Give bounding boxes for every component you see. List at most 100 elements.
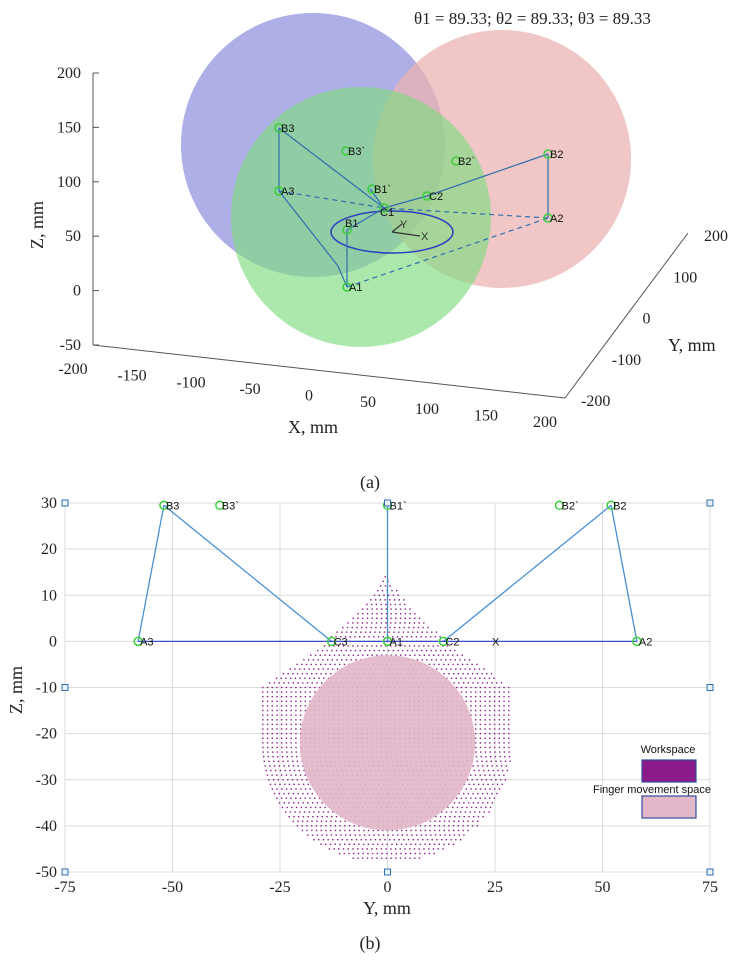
workspace-dot (503, 714, 505, 716)
workspace-dot (384, 585, 387, 587)
workspace-dot (373, 594, 376, 596)
finger-movement-space (299, 655, 476, 831)
workspace-dot (474, 797, 477, 799)
workspace-dot (467, 820, 469, 822)
y-axis-line (564, 232, 689, 399)
workspace-dot (282, 760, 284, 762)
workspace-dot (262, 719, 264, 721)
workspace-dot (503, 709, 505, 712)
workspace-dot (401, 834, 404, 836)
workspace-dot (358, 825, 360, 827)
selection-handles[interactable] (61, 499, 714, 876)
workspace-dot (466, 806, 468, 809)
y-axis-label: Y, mm (668, 335, 716, 355)
resize-handle[interactable] (384, 868, 391, 876)
workspace-dot (498, 723, 500, 726)
workspace-dot (317, 668, 320, 670)
workspace-dot (371, 848, 373, 850)
workspace-dot (476, 820, 479, 822)
workspace-dot (278, 682, 280, 684)
workspace-dot (484, 728, 486, 730)
resize-handle[interactable] (61, 684, 69, 691)
workspace-dot (377, 829, 379, 832)
workspace-dot (493, 797, 496, 799)
resize-handle[interactable] (61, 868, 69, 876)
workspace-dot (362, 654, 364, 656)
workspace-dot (340, 649, 343, 652)
resize-handle[interactable] (706, 868, 714, 876)
z-tick-label: -50 (60, 337, 81, 354)
workspace-dot (480, 779, 483, 781)
axis-letter-x: X (421, 231, 429, 243)
workspace-dot (414, 654, 416, 656)
workspace-dot (304, 705, 307, 707)
resize-handle[interactable] (61, 499, 69, 507)
workspace-dot (324, 663, 327, 666)
workspace-dot (393, 631, 395, 633)
resize-handle[interactable] (706, 684, 714, 691)
workspace-dot (443, 843, 445, 846)
workspace-dot (508, 723, 510, 726)
workspace-dot (290, 751, 293, 753)
workspace-dot (299, 811, 301, 813)
workspace-dot (498, 714, 500, 716)
workspace-dot (442, 848, 444, 850)
workspace-dot (262, 705, 264, 707)
workspace-dot (508, 709, 510, 712)
workspace-dot (500, 765, 503, 767)
workspace-dot (474, 728, 477, 730)
workspace-dot (475, 755, 478, 758)
workspace-dot (286, 755, 288, 758)
workspace-dot (504, 760, 507, 762)
workspace-dot (302, 792, 304, 795)
workspace-dot (423, 852, 426, 855)
workspace-dot (269, 783, 272, 786)
workspace-dot (390, 613, 392, 615)
resize-handle[interactable] (384, 499, 391, 507)
workspace-dot (378, 649, 380, 652)
workspace-dot (287, 779, 289, 781)
workspace-dot (290, 705, 292, 707)
base-ellipse (330, 210, 454, 254)
workspace-dot (266, 696, 269, 698)
workspace-dot (288, 792, 290, 795)
workspace-dot (376, 608, 378, 610)
workspace-dot (304, 774, 306, 776)
workspace-dot (475, 746, 477, 749)
workspace-dot (469, 811, 471, 813)
workspace-dot (276, 774, 278, 776)
workspace-dot (353, 825, 355, 827)
workspace-dot (421, 631, 423, 633)
workspace-dot (332, 668, 334, 670)
workspace-dot (304, 700, 307, 703)
workspace-dot (439, 649, 442, 652)
workspace-dot (498, 742, 500, 744)
resize-handle[interactable] (706, 499, 714, 507)
workspace-dot (467, 825, 469, 827)
workspace-dot (462, 682, 465, 684)
workspace-dot (290, 737, 292, 739)
workspace-dot (465, 797, 467, 799)
workspace-dot (320, 672, 322, 675)
point-marker (543, 149, 553, 159)
workspace-dot (320, 663, 322, 666)
workspace-dot (286, 751, 288, 753)
workspace-dot (474, 677, 476, 679)
workspace-dot (271, 728, 273, 730)
workspace-dot (385, 622, 387, 624)
workspace-dot (281, 788, 283, 790)
workspace-dot (426, 659, 428, 661)
workspace-dot (435, 649, 437, 652)
workspace-dot (347, 654, 350, 656)
workspace-dot (479, 696, 482, 698)
workspace-dot (508, 742, 510, 744)
workspace-dot (295, 723, 297, 726)
workspace-dot (498, 746, 501, 749)
workspace-dot (438, 843, 440, 846)
workspace-dot (329, 843, 332, 846)
workspace-dot (299, 677, 301, 679)
workspace-dot (474, 737, 477, 739)
workspace-dot (463, 834, 465, 836)
workspace-dot (484, 797, 486, 799)
workspace-dot (456, 654, 459, 656)
